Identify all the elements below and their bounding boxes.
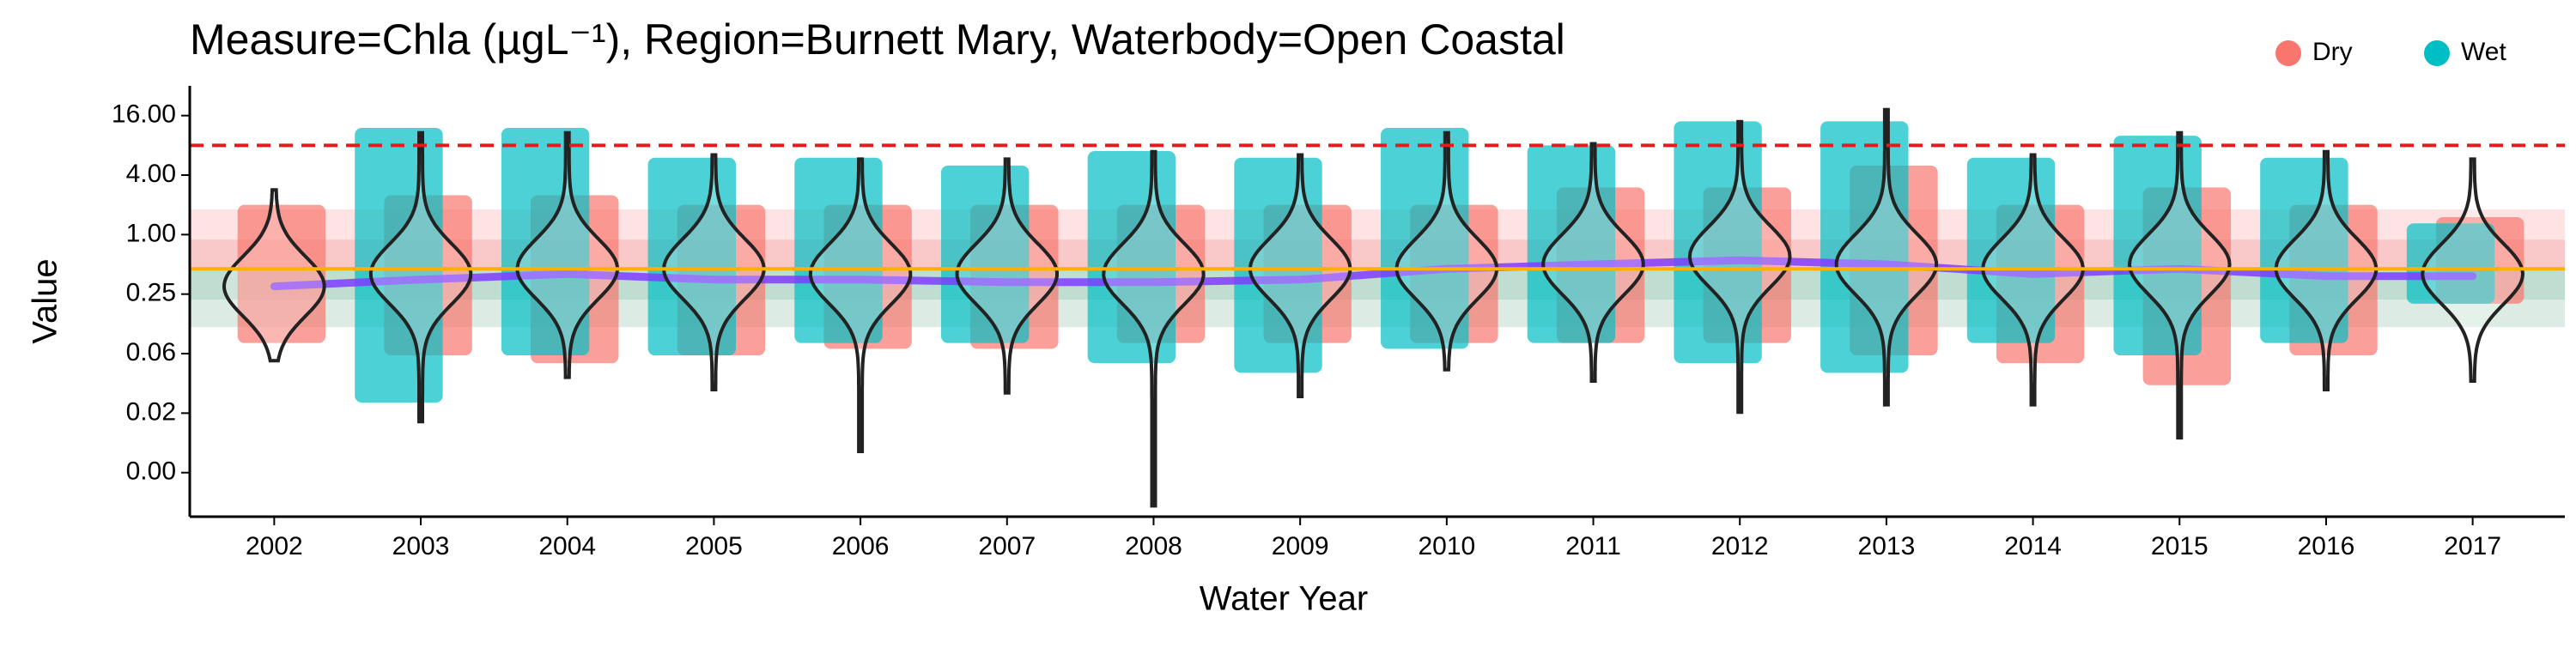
y-tick-label: 0.25	[126, 279, 176, 307]
observation-cloud	[1381, 128, 1469, 349]
observation-cloud	[501, 128, 590, 356]
violin	[515, 130, 620, 379]
x-tick-label: 2003	[392, 532, 450, 560]
x-tick-label: 2017	[2444, 532, 2501, 560]
violin	[368, 130, 473, 424]
trend-line	[270, 256, 2477, 291]
x-axis-label: Water Year	[1200, 580, 1368, 618]
violin	[1687, 119, 1792, 415]
legend-label: Wet	[2461, 38, 2506, 66]
observation-cloud	[794, 157, 883, 343]
y-tick-label: 4.00	[126, 160, 176, 188]
violin	[808, 157, 913, 453]
x-tick-label: 2015	[2151, 532, 2208, 560]
x-tick-label: 2008	[1125, 532, 1182, 560]
observation-cloud	[1234, 157, 1322, 373]
violin	[2274, 149, 2379, 391]
observation-cloud	[1527, 145, 1616, 343]
legend-marker	[2275, 40, 2301, 66]
y-tick-label: 0.06	[126, 338, 176, 366]
y-tick-label: 1.00	[126, 219, 176, 247]
x-tick-label: 2007	[978, 532, 1036, 560]
x-tick-label: 2016	[2298, 532, 2355, 560]
legend-label: Dry	[2312, 38, 2353, 66]
x-tick-label: 2010	[1418, 532, 1475, 560]
y-tick-label: 0.02	[126, 397, 176, 426]
x-tick-label: 2013	[1858, 532, 1916, 560]
y-tick-label: 0.00	[126, 457, 176, 486]
x-tick-label: 2012	[1711, 532, 1769, 560]
violin	[955, 157, 1059, 395]
violin	[1248, 153, 1352, 398]
y-axis-label: Value	[27, 258, 64, 343]
observation-cloud	[1674, 121, 1762, 364]
violin	[1834, 107, 1939, 407]
x-tick-label: 2009	[1272, 532, 1329, 560]
violin	[222, 188, 326, 363]
chart-title: Measure=Chla (µgL⁻¹), Region=Burnett Mar…	[190, 15, 1565, 64]
violin	[1394, 130, 1499, 372]
violin	[1541, 142, 1645, 383]
observation-cloud	[940, 165, 1030, 343]
y-tick-label: 16.00	[112, 100, 176, 129]
observation-cloud	[1087, 151, 1176, 364]
observation-cloud	[2406, 223, 2495, 304]
x-tick-label: 2006	[832, 532, 890, 560]
x-tick-label: 2011	[1565, 532, 1621, 560]
observation-cloud	[2113, 136, 2202, 356]
legend-marker	[2424, 40, 2450, 66]
observation-cloud	[1820, 121, 1909, 373]
violin	[1102, 149, 1206, 508]
violin	[1981, 153, 2085, 407]
x-tick-label: 2004	[538, 532, 596, 560]
observation-cloud	[355, 128, 443, 403]
observation-cloud	[1966, 157, 2056, 343]
observation-cloud	[647, 157, 737, 356]
violin	[2127, 130, 2232, 440]
x-tick-label: 2002	[246, 532, 303, 560]
observation-cloud	[2260, 157, 2348, 343]
violin	[662, 153, 766, 391]
x-tick-label: 2014	[2004, 532, 2062, 560]
x-tick-label: 2005	[685, 532, 743, 560]
